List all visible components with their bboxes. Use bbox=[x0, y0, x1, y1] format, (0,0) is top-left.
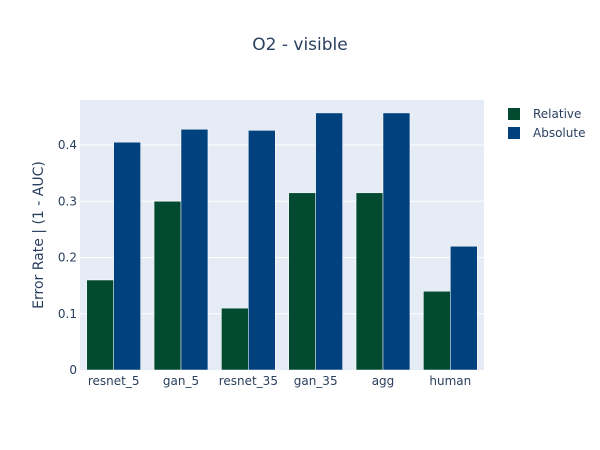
x-axis-ticks: resnet_5 gan_5 resnet_35 gan_35 agg human bbox=[88, 374, 471, 388]
bar-relative-gan_5[interactable] bbox=[153, 201, 182, 371]
y-tick-label: 0.4 bbox=[58, 138, 77, 152]
bar-relative-resnet_5[interactable] bbox=[86, 279, 114, 371]
bar-absolute-resnet_35[interactable] bbox=[248, 130, 276, 371]
bar-absolute-gan_5[interactable] bbox=[180, 129, 209, 371]
y-axis-ticks: 0 0.1 0.2 0.3 0.4 bbox=[58, 138, 77, 377]
legend-swatch-relative[interactable] bbox=[508, 108, 520, 120]
legend: Relative Absolute bbox=[508, 107, 585, 140]
legend-label-relative[interactable]: Relative bbox=[533, 107, 581, 121]
chart-title: O2 - visible bbox=[252, 35, 347, 55]
bar-relative-gan_35[interactable] bbox=[288, 192, 316, 371]
x-tick-label: agg bbox=[372, 374, 395, 388]
bars bbox=[86, 112, 478, 371]
bar-relative-human[interactable] bbox=[423, 291, 451, 371]
gridlines bbox=[80, 144, 484, 315]
bar-relative-agg[interactable] bbox=[355, 192, 384, 371]
legend-label-absolute[interactable]: Absolute bbox=[533, 126, 585, 140]
x-tick-label: gan_35 bbox=[294, 374, 338, 388]
bar-absolute-resnet_5[interactable] bbox=[113, 141, 141, 371]
bar-absolute-agg[interactable] bbox=[382, 112, 411, 371]
bar-absolute-gan_35[interactable] bbox=[315, 112, 343, 371]
bar-absolute-human[interactable] bbox=[450, 246, 478, 371]
y-axis-title: Error Rate | (1 - AUC) bbox=[31, 161, 47, 309]
y-tick-label: 0.3 bbox=[58, 194, 77, 208]
y-tick-label: 0.1 bbox=[58, 307, 77, 321]
x-tick-label: resnet_35 bbox=[219, 374, 278, 388]
x-tick-label: resnet_5 bbox=[88, 374, 140, 388]
y-tick-label: 0 bbox=[69, 363, 77, 377]
x-tick-label: human bbox=[429, 374, 471, 388]
bar-relative-resnet_35[interactable] bbox=[221, 307, 249, 371]
x-tick-label: gan_5 bbox=[163, 374, 199, 388]
y-tick-label: 0.2 bbox=[58, 251, 77, 265]
legend-swatch-absolute[interactable] bbox=[508, 127, 520, 139]
